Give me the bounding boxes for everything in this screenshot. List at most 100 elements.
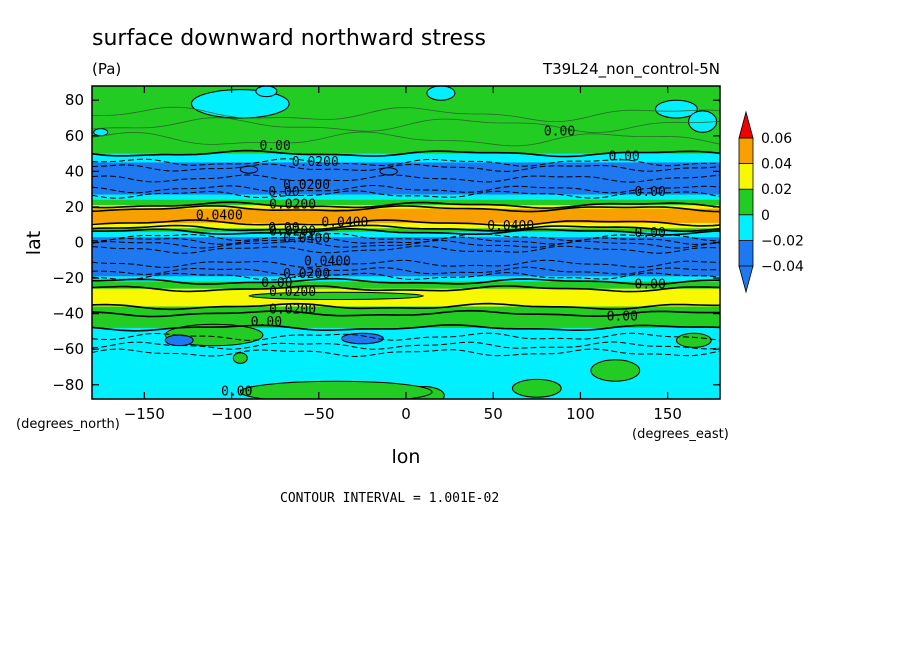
contour-label-21: 0.00 — [251, 315, 282, 330]
x-tick-label-0: −150 — [124, 405, 165, 423]
contour-label-3: 0.0200 — [292, 155, 339, 170]
y-tick-label-6: 40 — [65, 162, 84, 180]
contour-interval-note: CONTOUR INTERVAL = 1.001E-02 — [280, 491, 499, 506]
x-tick-label-5: 100 — [566, 405, 595, 423]
x-tick-label-1: −100 — [211, 405, 252, 423]
contour-blobs — [93, 86, 718, 399]
patch-13 — [164, 334, 194, 347]
band-10 — [92, 231, 720, 238]
band-17 — [92, 313, 720, 329]
y-tick-label-8: 80 — [65, 91, 84, 109]
x-tick-label-6: 150 — [653, 405, 682, 423]
band-16 — [92, 306, 720, 315]
contour-dashed-7 — [92, 239, 720, 249]
contour-thin-0 — [92, 117, 720, 134]
patch-16 — [239, 165, 259, 174]
band-14 — [92, 281, 720, 290]
y-tick-label-4: 0 — [74, 234, 84, 252]
contour-dashed-0 — [92, 158, 720, 167]
contour-label-8: 0.0400 — [304, 255, 351, 270]
contour-labels: 0.0400 0.0400 0.04000.02000.02000.02000.02… — [196, 125, 666, 399]
contour-solid-1 — [92, 201, 720, 209]
contour-dashed-1 — [92, 163, 720, 172]
band-7 — [92, 208, 720, 224]
x-axis-units: (degrees_east) — [632, 427, 729, 442]
contour-solid-9 — [92, 309, 720, 318]
contour-label-10: 0.0200 — [269, 285, 316, 300]
y-tick-label-5: 20 — [65, 198, 84, 216]
y-axis: −80 −60 −40 −20 0 20 40 60 80 — [52, 91, 720, 394]
legend-bottom-arrow — [738, 265, 754, 294]
contour-dashed-13 — [92, 341, 720, 350]
contour-label-22: 0.00 — [607, 310, 638, 325]
band-6 — [92, 205, 720, 210]
contour-solid-6 — [92, 277, 720, 286]
contour-label-9: 0.0200 — [283, 267, 330, 282]
contour-lines — [92, 106, 720, 358]
y-axis-label: lat — [23, 231, 45, 255]
contour-label-23: 0.00 — [221, 384, 252, 399]
contour-label-4: 0.0200 — [283, 178, 330, 193]
contour-label-14: 0.00 — [608, 150, 639, 165]
patch-17 — [248, 291, 424, 300]
contour-solid-8 — [92, 302, 720, 311]
patch-11 — [239, 380, 433, 399]
band-2 — [92, 153, 720, 164]
patch-6 — [232, 352, 248, 364]
band-1 — [92, 121, 720, 158]
contour-label-7: 0.0400 — [283, 231, 330, 246]
patch-3 — [655, 99, 698, 119]
patch-12 — [675, 332, 712, 348]
legend-label-3: 0 — [761, 208, 770, 224]
legend-swatch-0 — [738, 137, 754, 165]
x-tick-label-4: 50 — [484, 405, 503, 423]
y-tick-label-3: −20 — [52, 269, 84, 287]
units-label: (Pa) — [92, 60, 121, 78]
contour-label-6: 0.0200 — [269, 224, 316, 239]
x-tick-label-2: −50 — [303, 405, 335, 423]
contour-thin-2 — [92, 131, 720, 147]
x-axis-label: lon — [392, 446, 421, 468]
chart-title: surface downward northward stress — [92, 26, 486, 51]
contour-dashed-8 — [92, 245, 720, 254]
legend-label-0: 0.06 — [761, 131, 792, 147]
contour-dashed-9 — [92, 259, 720, 268]
plot-area: 0.0400 0.0400 0.04000.02000.02000.02000.02… — [92, 86, 720, 399]
contour-dashed-3 — [92, 184, 720, 194]
legend-swatch-1 — [738, 163, 754, 191]
contour-label-19: 0.00 — [261, 276, 292, 291]
contour-label-16: 0.00 — [635, 185, 666, 200]
y-tick-label-0: −80 — [52, 376, 84, 394]
contour-solid-7 — [92, 284, 720, 293]
contour-dashed-6 — [92, 236, 720, 245]
legend-swatch-3 — [738, 214, 754, 242]
y-tick-label-7: 60 — [65, 127, 84, 145]
contour-dashed-11 — [92, 272, 720, 281]
contour-label-20: 0.00 — [635, 278, 666, 293]
legend-swatch-2 — [738, 188, 754, 216]
patch-8 — [590, 359, 641, 382]
contour-solid-2 — [92, 204, 720, 213]
band-8 — [92, 222, 720, 229]
contour-label-11: 0.0200 — [269, 303, 316, 318]
contour-label-5: 0.0200 — [269, 198, 316, 213]
x-axis: −150 −100 −50 0 50 100 150 — [124, 86, 682, 423]
band-12 — [92, 271, 720, 277]
y-tick-label-2: −40 — [52, 305, 84, 323]
contour-solid-5 — [92, 227, 720, 236]
band-9 — [92, 228, 720, 233]
dataset-label: T39L24_non_control-5N — [542, 60, 720, 79]
y-axis-units: (degrees_north) — [16, 417, 120, 432]
y-tick-label-1: −60 — [52, 340, 84, 358]
legend-label-5: −0.04 — [761, 259, 804, 275]
contour-solid-10 — [92, 324, 720, 332]
contour-label-18: 0.00 — [635, 226, 666, 241]
contour-dashed-14 — [92, 348, 720, 358]
contour-dashed-2 — [92, 174, 720, 183]
contour-label-1: 0.0400 — [321, 215, 368, 230]
legend-label-1: 0.04 — [761, 157, 792, 173]
contour-dashed-12 — [92, 332, 720, 341]
band-4 — [92, 194, 720, 201]
contour-solid-0 — [92, 149, 720, 158]
